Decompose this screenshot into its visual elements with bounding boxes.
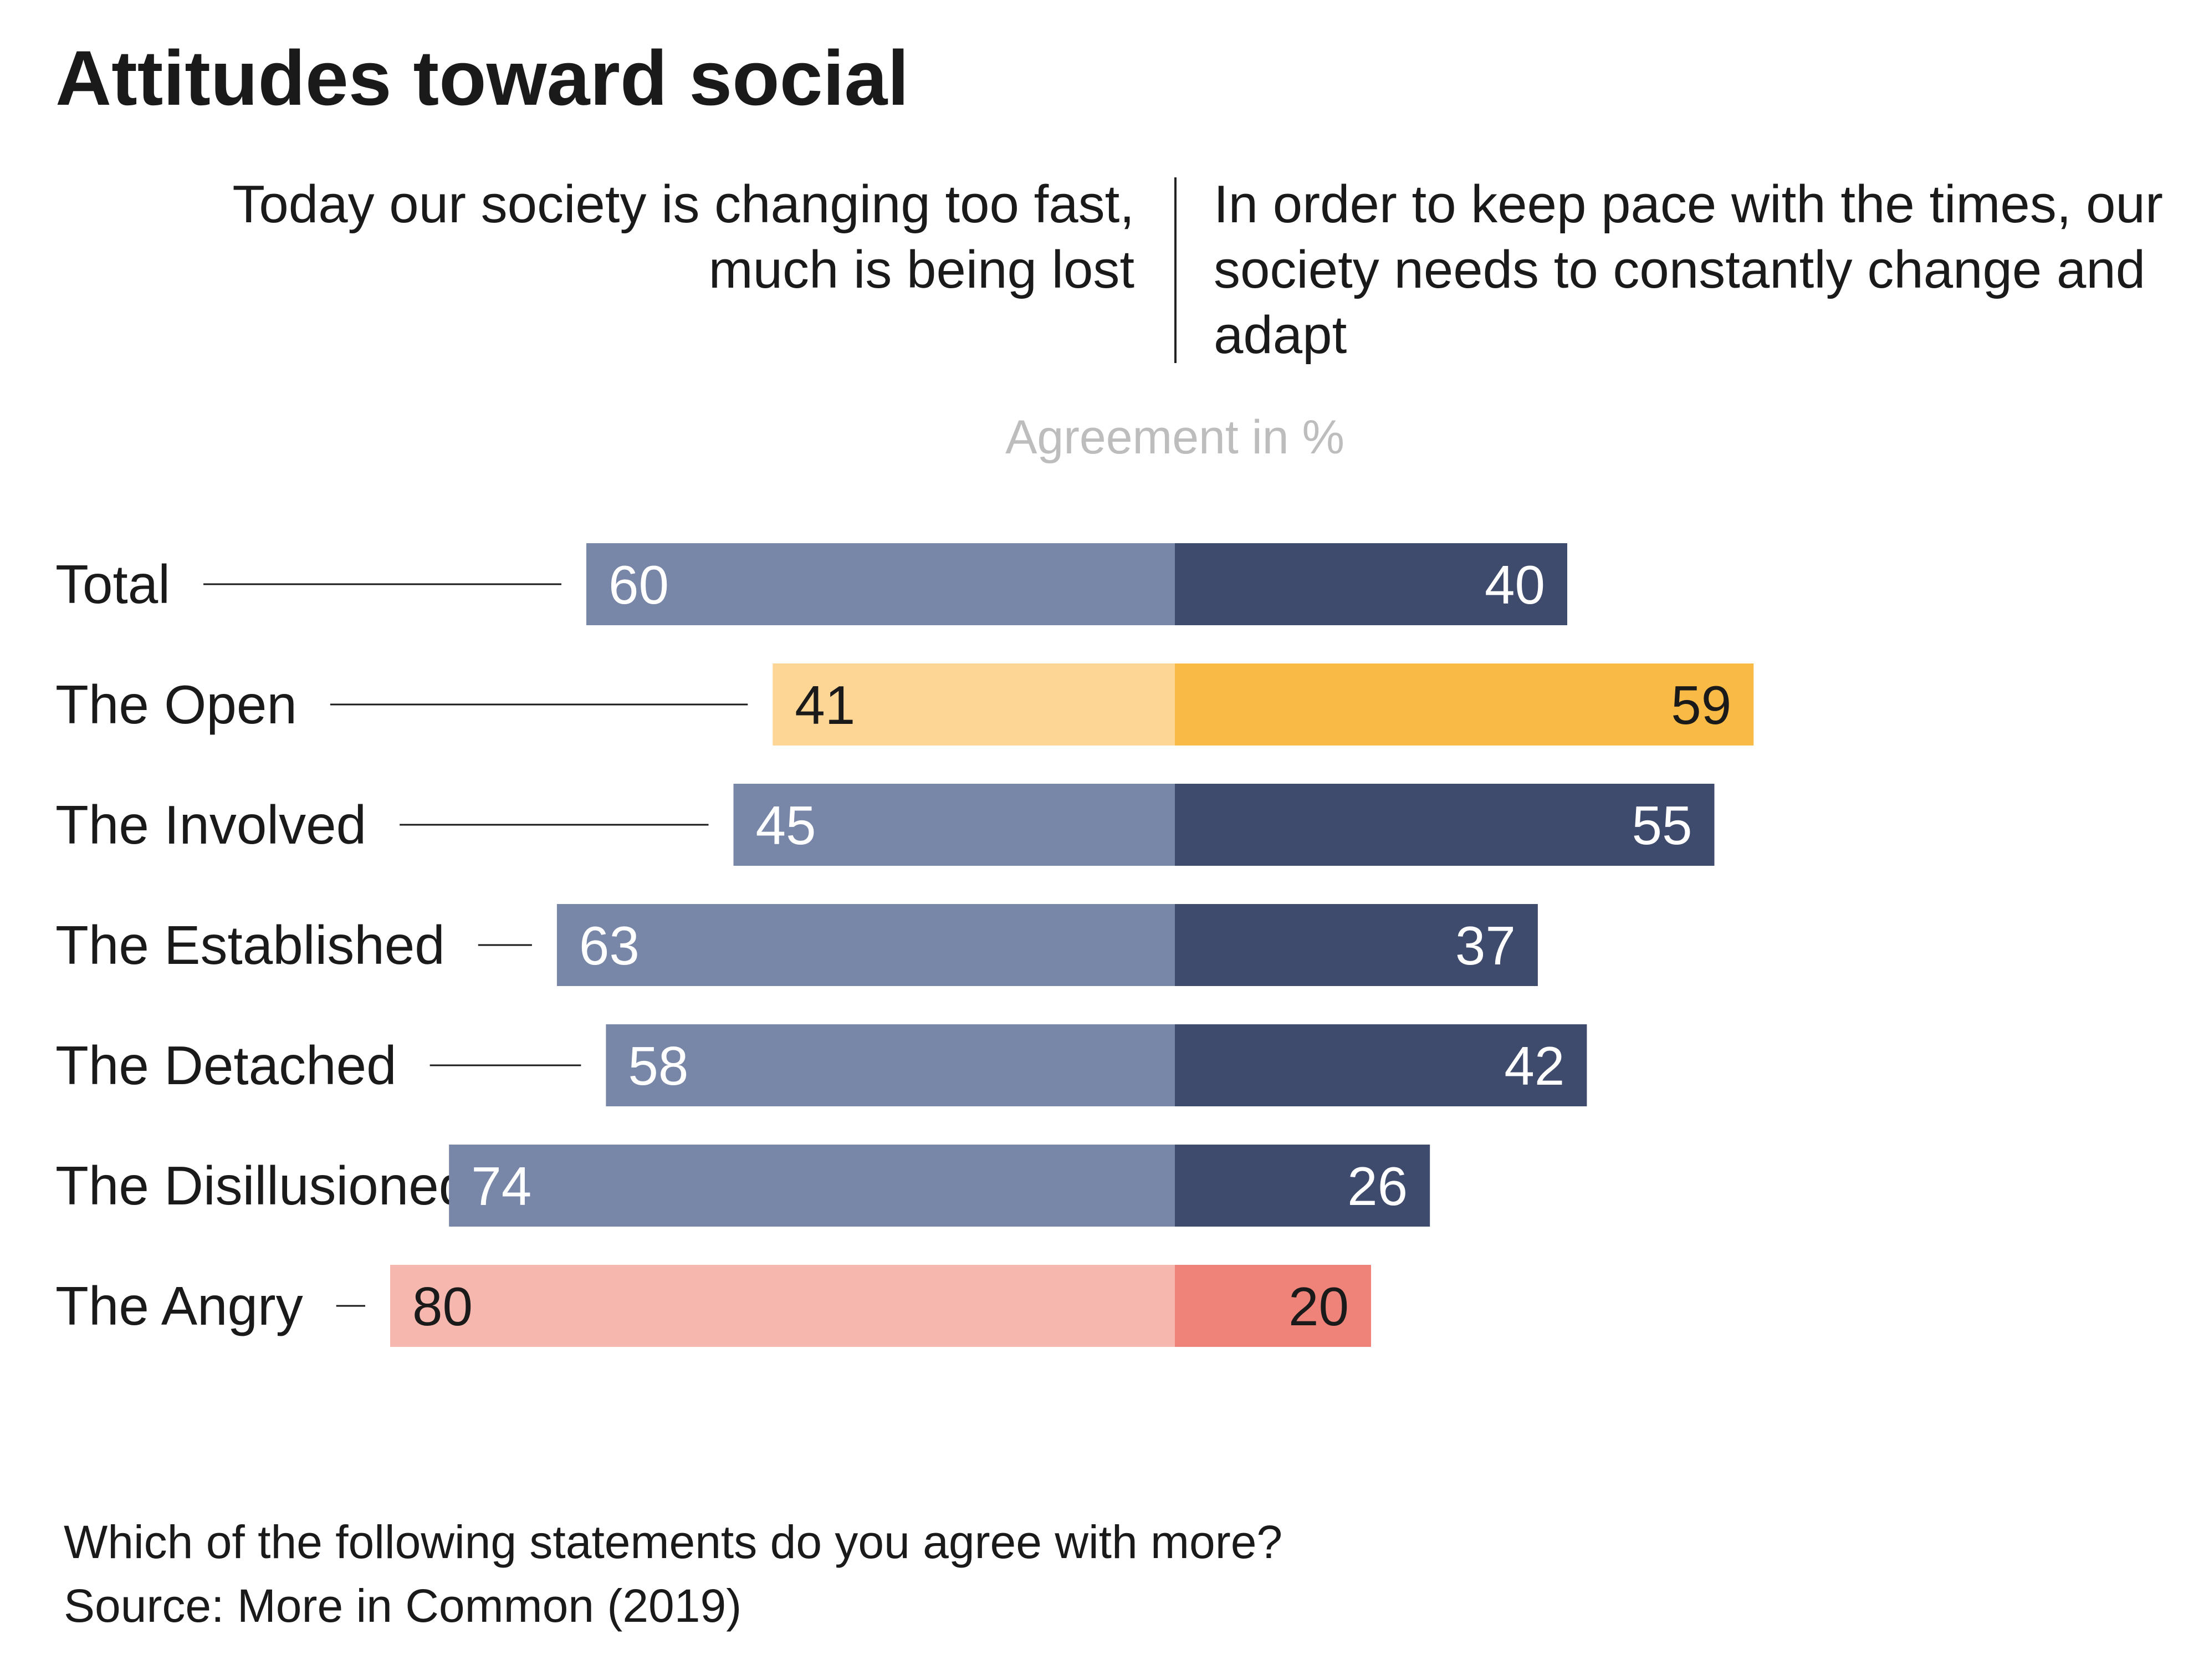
value-label-left: 41 bbox=[795, 675, 855, 736]
value-label-right: 42 bbox=[1504, 1035, 1564, 1096]
value-label-right: 40 bbox=[1485, 554, 1545, 615]
value-label-left: 58 bbox=[628, 1035, 688, 1096]
category-label: The Established bbox=[55, 915, 445, 976]
value-label-left: 80 bbox=[412, 1276, 473, 1337]
value-label-right: 55 bbox=[1632, 795, 1692, 856]
category-label: The Open bbox=[55, 674, 297, 735]
category-label: The Angry bbox=[55, 1275, 303, 1336]
bar-left bbox=[773, 663, 1175, 745]
source-note: Source: More in Common (2019) bbox=[64, 1580, 742, 1632]
bar-right bbox=[1175, 784, 1715, 866]
value-label-left: 63 bbox=[579, 915, 640, 976]
bar-left bbox=[556, 904, 1175, 986]
statement-divider bbox=[1174, 177, 1177, 363]
value-label-left: 74 bbox=[471, 1156, 531, 1217]
bar-left bbox=[733, 784, 1175, 866]
chart-title: Attitudes toward social bbox=[55, 34, 909, 121]
right-statement: In order to keep pace with the times, ou… bbox=[1214, 175, 2163, 365]
category-label: Total bbox=[55, 554, 170, 615]
category-label: The Involved bbox=[55, 794, 366, 855]
category-label: The Detached bbox=[55, 1035, 397, 1096]
left-statement: Today our society is changing too fast, … bbox=[232, 175, 1134, 299]
value-label-right: 20 bbox=[1288, 1276, 1349, 1337]
value-label-right: 26 bbox=[1347, 1156, 1408, 1217]
category-label: The Disillusioned bbox=[55, 1155, 469, 1216]
bar-right bbox=[1175, 663, 1754, 745]
value-label-left: 45 bbox=[756, 795, 816, 856]
bar-left bbox=[390, 1265, 1175, 1347]
bar-left bbox=[606, 1024, 1175, 1106]
bar-left bbox=[449, 1145, 1175, 1227]
axis-caption: Agreement in % bbox=[1005, 411, 1344, 464]
chart-footer: Which of the following statements do you… bbox=[64, 1510, 1282, 1638]
bar-right bbox=[1175, 1265, 1371, 1347]
survey-question: Which of the following statements do you… bbox=[64, 1516, 1283, 1568]
diverging-bar-chart: Total 60 40 The Open 41 59 The Involved 45 55 The… bbox=[55, 543, 1754, 1347]
value-label-right: 37 bbox=[1455, 915, 1516, 976]
bar-right bbox=[1175, 543, 1567, 625]
bar-right bbox=[1175, 1145, 1430, 1227]
bar-right bbox=[1175, 904, 1538, 986]
value-label-left: 60 bbox=[608, 554, 669, 615]
value-label-right: 59 bbox=[1671, 675, 1731, 736]
bar-right bbox=[1175, 1024, 1587, 1106]
bar-left bbox=[586, 543, 1175, 625]
